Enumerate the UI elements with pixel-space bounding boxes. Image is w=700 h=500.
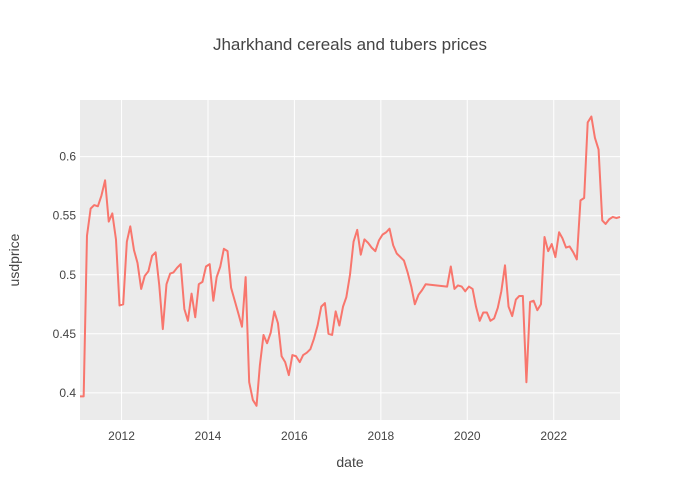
- y-tick-label: 0.55: [53, 209, 77, 223]
- x-tick-label: 2022: [540, 429, 567, 443]
- x-gridlines: [121, 100, 555, 420]
- x-tick-label: 2014: [195, 429, 222, 443]
- y-tick-label: 0.6: [59, 150, 76, 164]
- series-layer: [79, 115, 621, 407]
- x-axis-title: date: [336, 454, 363, 470]
- x-tick-label: 2016: [281, 429, 308, 443]
- y-tick-label: 0.4: [59, 386, 76, 400]
- y-tick-label: 0.5: [59, 268, 76, 282]
- series-line: [80, 115, 621, 407]
- y-tick-labels: 0.4 0.45 0.5 0.55 0.6: [53, 150, 77, 400]
- x-tick-label: 2012: [108, 429, 135, 443]
- x-tick-label: 2020: [454, 429, 481, 443]
- plot-area: [80, 100, 620, 420]
- chart-title: Jharkhand cereals and tubers prices: [213, 35, 487, 54]
- y-axis-title: usdprice: [6, 233, 22, 286]
- x-tick-label: 2018: [368, 429, 395, 443]
- y-tick-label: 0.45: [53, 327, 77, 341]
- x-tick-labels: 2012 2014 2016 2018 2020 2022: [108, 429, 567, 443]
